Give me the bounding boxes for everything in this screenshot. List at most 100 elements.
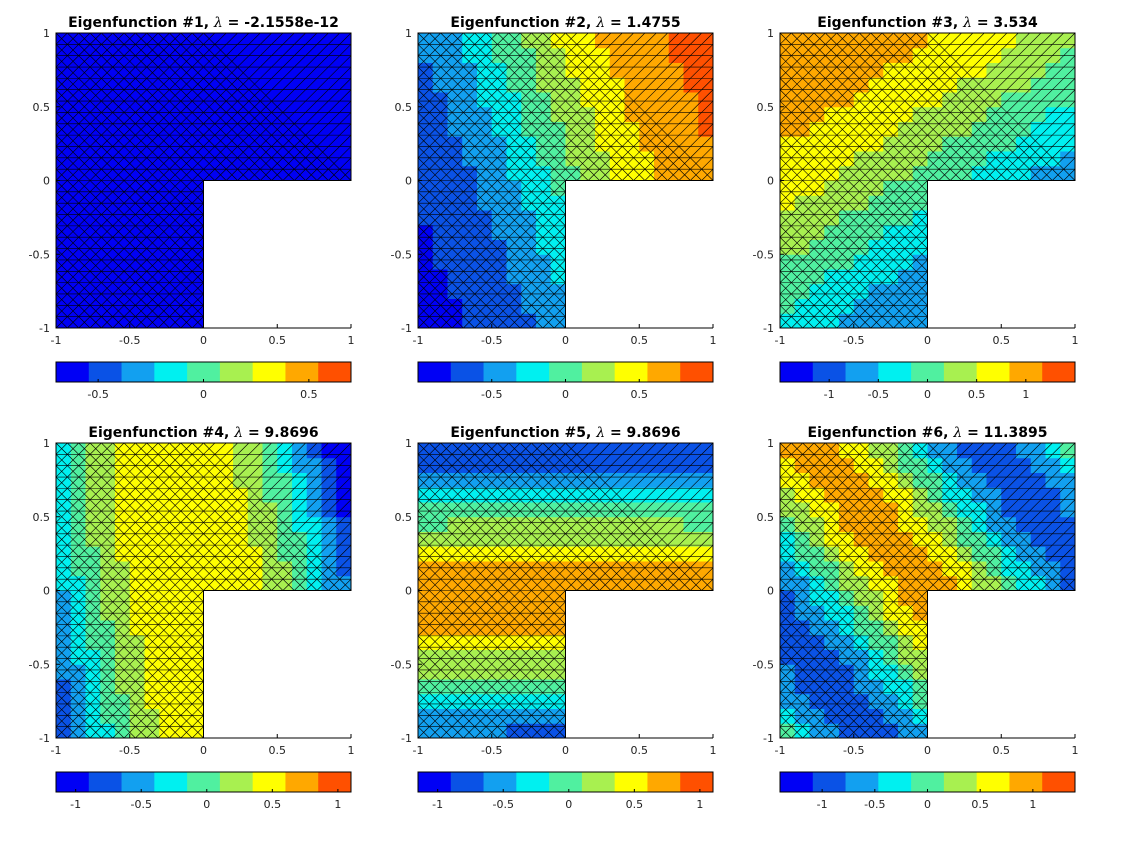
field-cell — [809, 516, 825, 532]
field-cell — [85, 634, 101, 650]
mesh-lines — [417, 442, 714, 739]
field-cell — [129, 708, 145, 724]
field-cell — [609, 136, 625, 152]
field-cell — [927, 151, 943, 167]
field-cell — [794, 516, 810, 532]
field-cell — [506, 546, 522, 562]
field-cell — [698, 561, 714, 577]
field-cell — [1001, 136, 1017, 152]
y-tick-label: 0.5 — [757, 511, 775, 524]
colorbar-segment — [780, 362, 814, 382]
field-cell — [839, 620, 855, 636]
field-cell — [506, 77, 522, 93]
field-cell — [174, 106, 190, 122]
field-cell — [56, 546, 72, 562]
field-cell — [898, 62, 914, 78]
field-cell — [447, 708, 463, 724]
field-cell — [809, 457, 825, 473]
field-cell — [292, 136, 308, 152]
field-cell — [85, 136, 101, 152]
field-cell — [491, 561, 507, 577]
domain-notch — [927, 180, 1075, 328]
field-cell — [868, 605, 884, 621]
field-cell — [144, 47, 160, 63]
field-cell — [809, 121, 825, 137]
field-cell — [780, 708, 796, 724]
field-cell — [824, 269, 840, 285]
field-cell — [462, 723, 478, 739]
field-cell — [129, 546, 145, 562]
field-cell — [683, 487, 699, 503]
field-cell — [536, 239, 552, 255]
field-cell — [898, 443, 914, 459]
field-cell — [898, 472, 914, 488]
field-cell — [447, 151, 463, 167]
field-cell — [550, 283, 566, 299]
field-cell — [868, 77, 884, 93]
field-cell — [1030, 151, 1046, 167]
field-cell — [565, 92, 581, 108]
field-cell — [144, 77, 160, 93]
field-cell — [1030, 516, 1046, 532]
field-cell — [159, 62, 175, 78]
field-cell — [550, 516, 566, 532]
field-cell — [70, 224, 86, 240]
field-cell — [824, 313, 840, 329]
field-cell — [580, 575, 596, 591]
field-cell — [780, 634, 796, 650]
field-cell — [521, 634, 537, 650]
field-cell — [277, 151, 293, 167]
field-cell — [233, 457, 249, 473]
field-cell — [418, 254, 434, 270]
field-cell — [159, 708, 175, 724]
field-cell — [188, 62, 204, 78]
field-cell — [144, 136, 160, 152]
field-cell — [565, 62, 581, 78]
field-cell — [277, 457, 293, 473]
field-cell — [462, 313, 478, 329]
field-cell — [100, 62, 116, 78]
field-cell — [595, 92, 611, 108]
field-cell — [794, 180, 810, 196]
field-cell — [1001, 561, 1017, 577]
field-cell — [794, 210, 810, 226]
field-cell — [174, 457, 190, 473]
field-cell — [56, 679, 72, 695]
field-cell — [85, 121, 101, 137]
field-cell — [912, 77, 928, 93]
field-cell — [698, 47, 714, 63]
field-cell — [1060, 106, 1076, 122]
field-cell — [912, 693, 928, 709]
field-cell — [971, 165, 987, 181]
colorbar-segment — [154, 362, 188, 382]
colorbar-segment — [285, 772, 319, 792]
field-cell — [203, 121, 219, 137]
field-cell — [56, 210, 72, 226]
field-cell — [868, 62, 884, 78]
field-cell — [418, 269, 434, 285]
field-cell — [306, 516, 322, 532]
field-cell — [898, 33, 914, 49]
field-surface — [780, 443, 1076, 739]
field-cell — [418, 502, 434, 518]
field-cell — [115, 605, 131, 621]
field-cell — [898, 47, 914, 63]
field-cell — [809, 723, 825, 739]
field-cell — [565, 487, 581, 503]
field-cell — [306, 92, 322, 108]
field-cell — [1030, 92, 1046, 108]
field-cell — [668, 92, 684, 108]
field-cell — [550, 664, 566, 680]
field-cell — [1030, 457, 1046, 473]
x-tick-label: 0.5 — [993, 334, 1011, 347]
field-cell — [174, 605, 190, 621]
field-cell — [432, 443, 448, 459]
y-tick-label: 1 — [43, 437, 50, 450]
field-cell — [565, 106, 581, 122]
field-cell — [506, 561, 522, 577]
colorbar-segment — [1042, 362, 1076, 382]
y-tick-label: -0.5 — [29, 658, 50, 671]
field-cell — [912, 679, 928, 695]
field-cell — [506, 723, 522, 739]
field-cell — [957, 487, 973, 503]
